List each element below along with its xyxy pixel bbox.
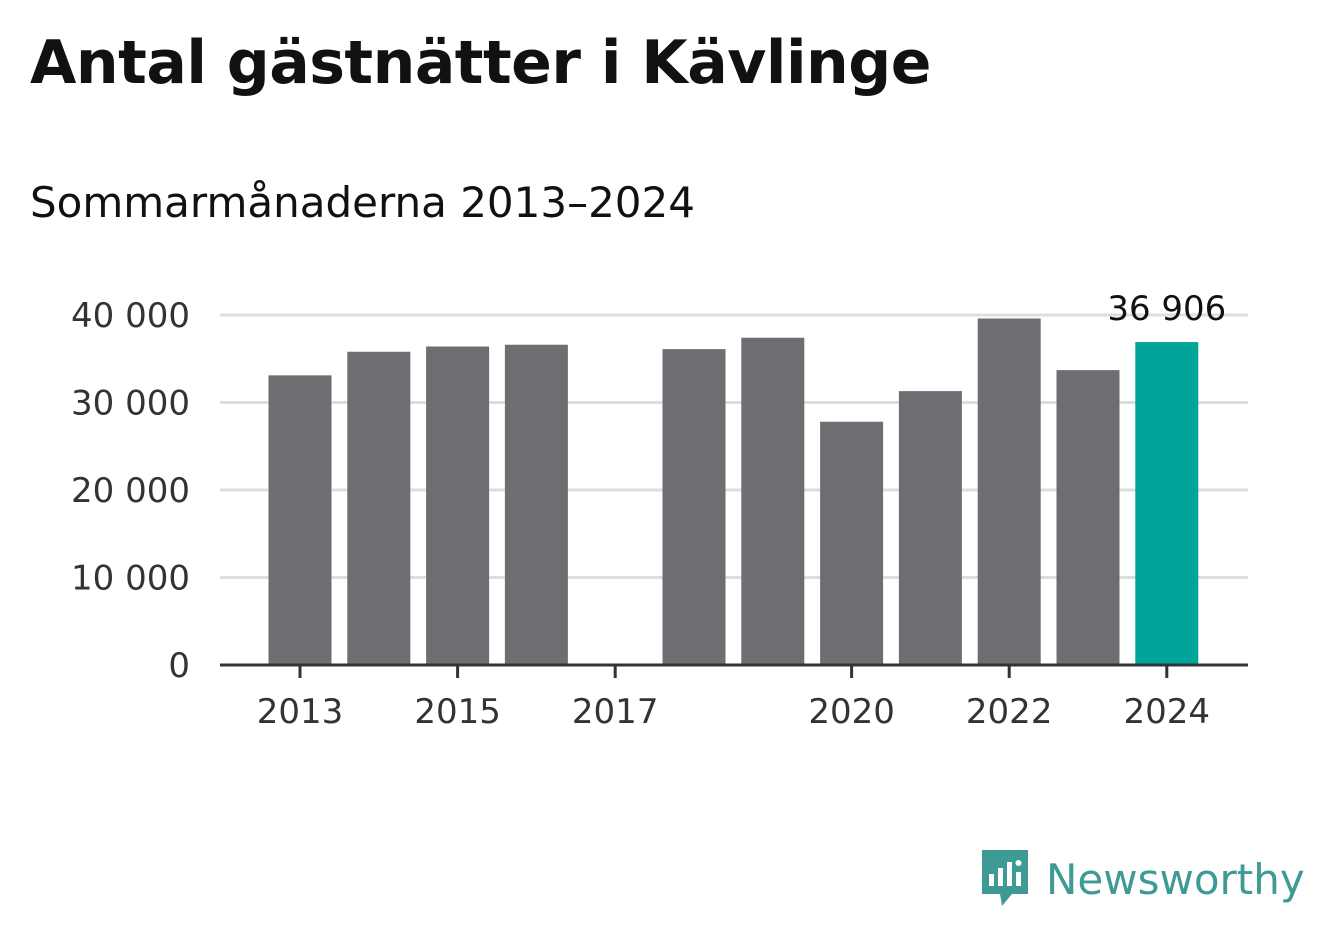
bar-2019 bbox=[741, 337, 805, 665]
newsworthy-logo-icon bbox=[982, 850, 1028, 906]
y-tick-label: 10 000 bbox=[71, 559, 190, 599]
bar-2013 bbox=[268, 375, 332, 665]
x-tick-label: 2020 bbox=[808, 692, 895, 732]
y-tick-label: 40 000 bbox=[71, 296, 190, 336]
bar-2015 bbox=[426, 346, 490, 665]
x-tick-label: 2022 bbox=[966, 692, 1053, 732]
bar-2014 bbox=[347, 351, 411, 665]
bar-2020 bbox=[820, 421, 884, 665]
x-tick-label: 2024 bbox=[1124, 692, 1211, 732]
bar-2024 bbox=[1135, 342, 1199, 665]
bar-2016 bbox=[504, 344, 568, 665]
x-tick-label: 2013 bbox=[257, 692, 344, 732]
data-label: 36 906 bbox=[1107, 289, 1226, 329]
bar-2021 bbox=[898, 391, 962, 665]
brand-name: Newsworthy bbox=[1046, 854, 1305, 904]
y-tick-label: 30 000 bbox=[71, 384, 190, 424]
brand-logo: Newsworthy bbox=[980, 848, 1305, 910]
bar-2022 bbox=[977, 318, 1041, 665]
bar-2023 bbox=[1056, 370, 1120, 665]
bar-chart: 0 10 000 20 000 30 000 40 000 2013 2015 2017 202… bbox=[71, 289, 1248, 732]
x-tick-label: 2015 bbox=[414, 692, 501, 732]
y-tick-label: 0 bbox=[168, 646, 190, 686]
y-tick-label: 20 000 bbox=[71, 471, 190, 511]
bar-2018 bbox=[662, 349, 726, 665]
x-tick-label: 2017 bbox=[572, 692, 659, 732]
chart-title: Antal gästnätter i Kävlinge bbox=[30, 28, 931, 98]
chart-subtitle: Sommarmånaderna 2013–2024 bbox=[30, 178, 695, 227]
